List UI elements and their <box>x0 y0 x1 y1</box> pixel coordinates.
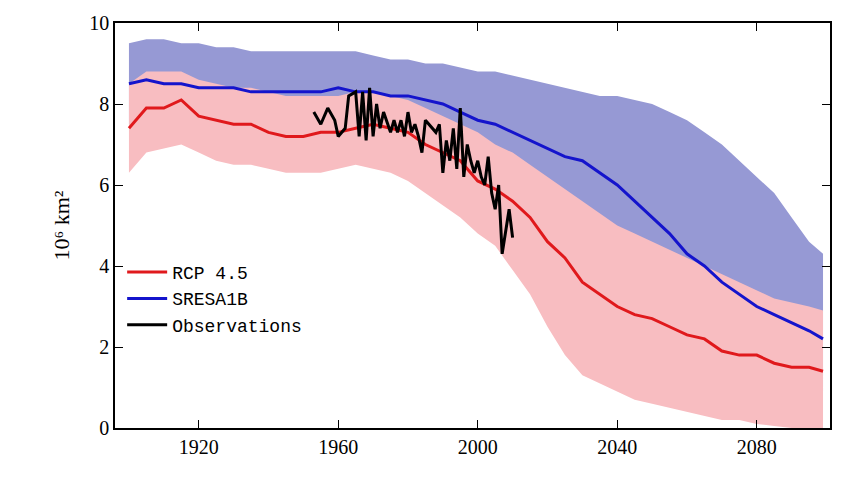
svg-text:4: 4 <box>99 255 109 277</box>
svg-text:2040: 2040 <box>597 436 637 458</box>
svg-text:8: 8 <box>99 93 109 115</box>
svg-text:0: 0 <box>99 417 109 439</box>
svg-text:1920: 1920 <box>179 436 219 458</box>
svg-text:2: 2 <box>99 336 109 358</box>
svg-text:6: 6 <box>99 174 109 196</box>
svg-text:Observations: Observations <box>172 317 302 337</box>
svg-text:2080: 2080 <box>737 436 777 458</box>
svg-text:RCP 4.5: RCP 4.5 <box>172 264 248 284</box>
svg-text:2000: 2000 <box>458 436 498 458</box>
svg-text:SRESA1B: SRESA1B <box>172 290 248 310</box>
svg-text:10: 10 <box>89 12 109 34</box>
svg-text:1960: 1960 <box>318 436 358 458</box>
svg-text:10⁶ km²: 10⁶ km² <box>49 190 74 260</box>
